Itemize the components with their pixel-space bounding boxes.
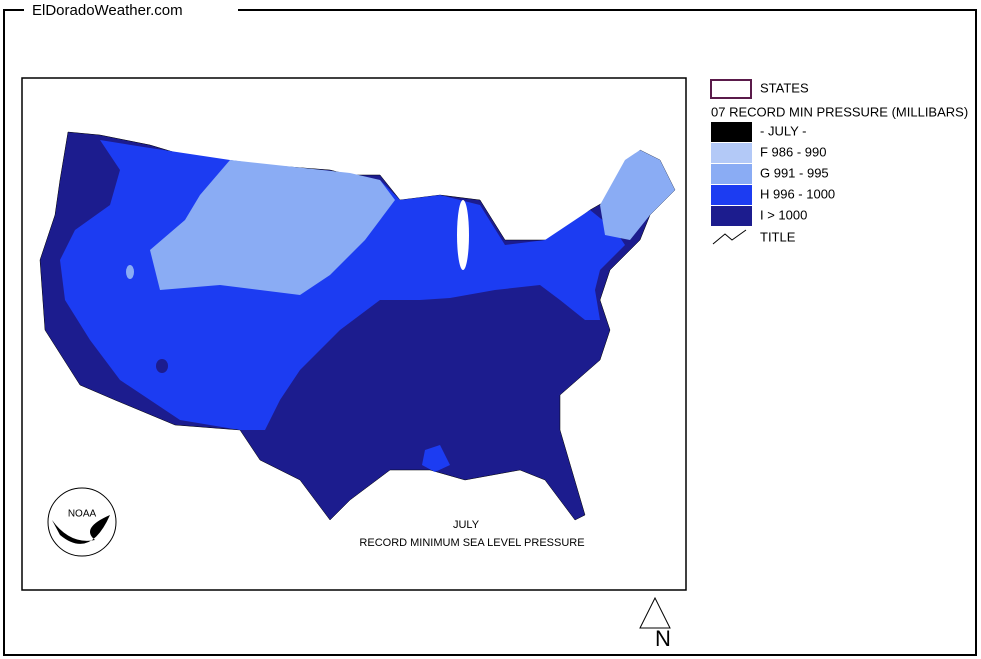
title-line-label: TITLE bbox=[760, 229, 796, 244]
legend-swatch bbox=[711, 164, 752, 184]
map-title: JULY bbox=[453, 519, 480, 531]
legend-swatch bbox=[711, 206, 752, 226]
legend-label: F 986 - 990 bbox=[760, 144, 827, 159]
logo-text: NOAA bbox=[68, 509, 97, 520]
title-line-icon bbox=[712, 229, 747, 245]
legend-label: I > 1000 bbox=[760, 207, 807, 222]
zone-i bbox=[156, 359, 168, 373]
legend-label: - JULY - bbox=[760, 123, 806, 138]
zone-g bbox=[600, 150, 675, 240]
legend: - JULY - F 986 - 990 G 991 - 995 H 996 - 10… bbox=[711, 122, 835, 226]
legend-swatch bbox=[711, 122, 752, 142]
map-subtitle: RECORD MINIMUM SEA LEVEL PRESSURE bbox=[359, 537, 584, 549]
zone-g bbox=[126, 265, 134, 279]
legend-label: H 996 - 1000 bbox=[760, 186, 835, 201]
lake bbox=[457, 200, 469, 270]
states-label: STATES bbox=[760, 80, 809, 95]
north-arrow bbox=[639, 596, 671, 629]
noaa-logo bbox=[47, 487, 117, 557]
zone-h bbox=[422, 445, 450, 472]
states-swatch bbox=[710, 79, 752, 99]
legend-swatch bbox=[711, 143, 752, 163]
legend-swatch bbox=[711, 185, 752, 205]
zone-g bbox=[150, 160, 395, 295]
north-label: N bbox=[655, 626, 671, 651]
site-name: ElDoradoWeather.com bbox=[32, 2, 183, 19]
outer-frame bbox=[3, 9, 977, 656]
legend-label: G 991 - 995 bbox=[760, 165, 829, 180]
header-backdrop bbox=[24, 2, 238, 20]
legend-title: 07 RECORD MIN PRESSURE (MILLIBARS) bbox=[711, 104, 968, 119]
us-map bbox=[39, 131, 676, 521]
noaa-bird bbox=[52, 515, 110, 544]
